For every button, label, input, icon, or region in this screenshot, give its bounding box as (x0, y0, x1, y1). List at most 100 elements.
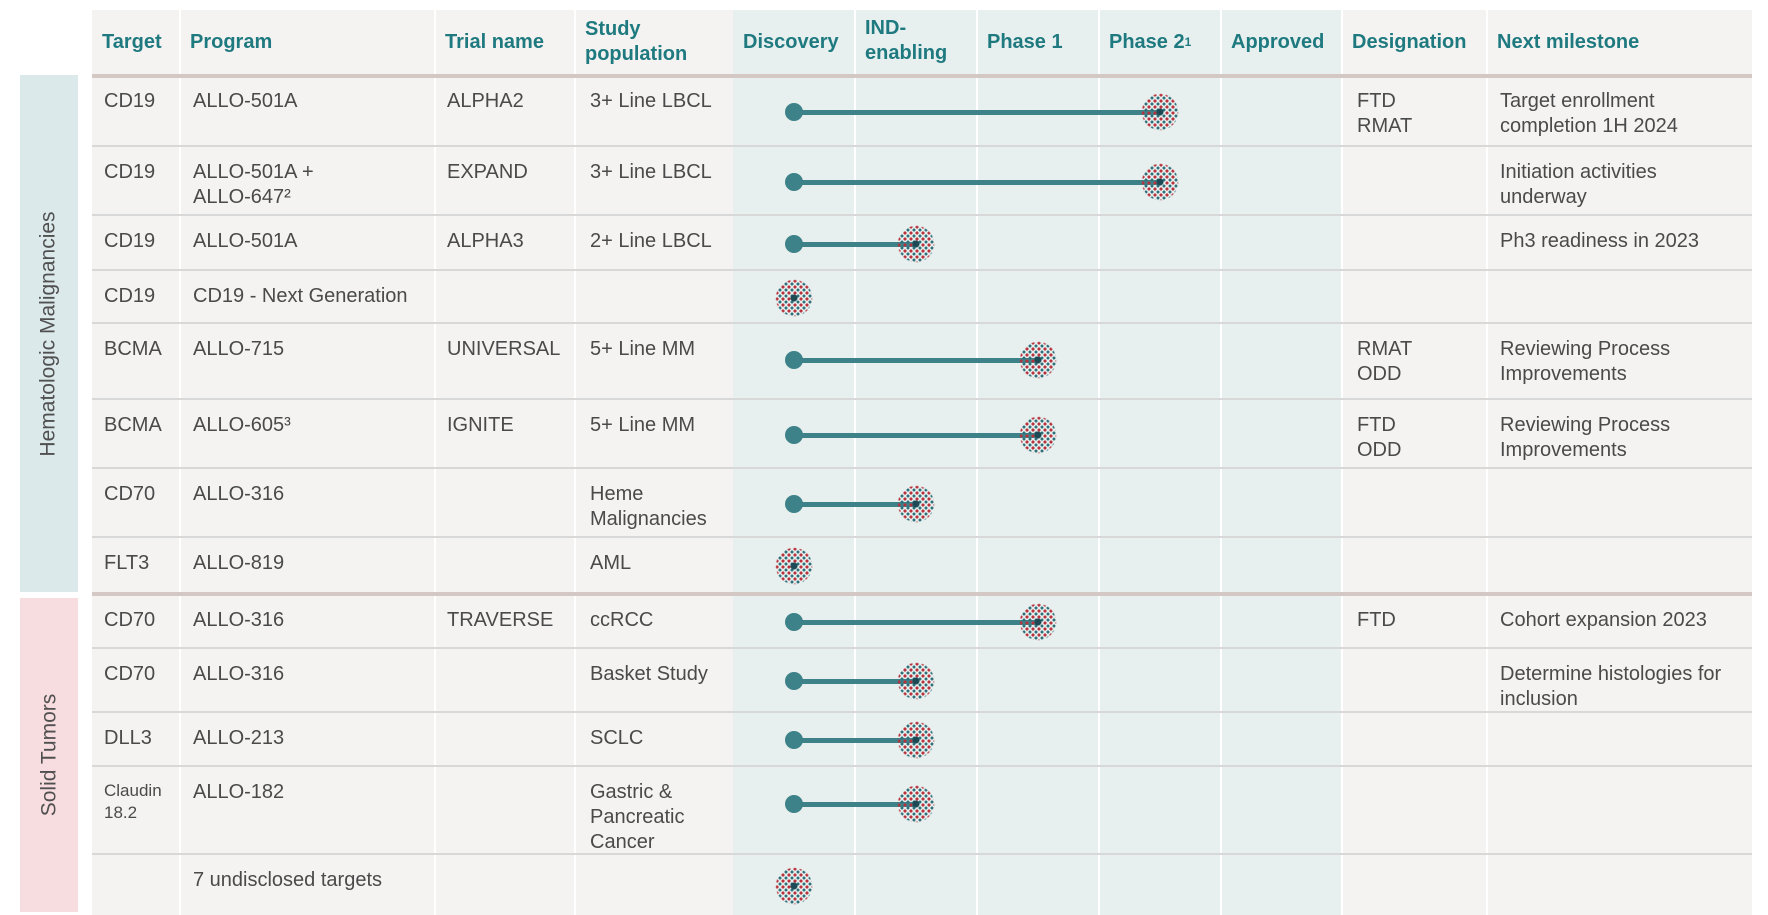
row-target: CD19 (104, 161, 156, 183)
header-approved-label: Approved (1231, 30, 1325, 53)
row-milestone: Determine histologies for inclusion (1500, 663, 1722, 710)
row-trial-name: ALPHA2 (447, 90, 524, 112)
progress-bar (794, 679, 916, 684)
column-bg-population (575, 10, 733, 915)
row-population: Heme Malignancies (590, 483, 707, 530)
starburst-dot-icon (1018, 340, 1058, 380)
row-milestone: Ph3 readiness in 2023 (1500, 230, 1700, 252)
row-divider (92, 765, 1752, 767)
row-program: ALLO-501A (193, 230, 298, 252)
column-divider (1098, 10, 1100, 915)
row-population: AML (590, 552, 632, 574)
header-study-population: Study population (575, 10, 733, 74)
row-milestone: Reviewing Process Improvements (1500, 414, 1671, 461)
progress-start-dot (785, 172, 803, 191)
row-divider (92, 214, 1752, 216)
row-trial-name: TRAVERSE (447, 609, 554, 631)
row-population: SCLC (590, 727, 644, 749)
section-label-solid: Solid Tumors (20, 598, 78, 912)
progress-start-dot (785, 731, 803, 749)
row-population: Gastric & Pancreatic Cancer (590, 781, 685, 853)
starburst-dot-icon (1018, 414, 1058, 455)
progress-bar (794, 501, 916, 507)
starburst-dot-icon (1140, 161, 1180, 202)
row-target: CD70 (104, 483, 156, 505)
progress-start-dot (785, 494, 803, 513)
column-divider (1341, 10, 1343, 915)
header-approved: Approved (1221, 10, 1342, 74)
row-designation: FTD RMAT (1357, 90, 1413, 137)
row-program: ALLO-605³ (193, 414, 291, 436)
row-divider (92, 145, 1752, 147)
header-ind-enabling: IND- enabling (855, 10, 977, 74)
row-program: ALLO-316 (193, 483, 285, 505)
row-program: ALLO-715 (193, 338, 285, 360)
row-target: CD70 (104, 609, 156, 631)
row-target: Claudin 18.2 (104, 781, 162, 822)
column-divider (574, 10, 576, 915)
row-divider (92, 322, 1752, 324)
header-phase2-label: Phase 2 (1109, 30, 1185, 53)
row-milestone: Target enrollment completion 1H 2024 (1500, 90, 1678, 137)
row-target: FLT3 (104, 552, 150, 574)
column-divider (976, 10, 978, 915)
row-population: 5+ Line MM (590, 414, 696, 436)
section-label-heme: Hematologic Malignancies (20, 75, 78, 592)
column-divider (179, 10, 181, 915)
row-trial-name: UNIVERSAL (447, 338, 561, 360)
row-divider (92, 536, 1752, 538)
header-ind-enabling-label: IND- enabling (865, 17, 948, 64)
column-bg-trial (435, 10, 575, 915)
header-trial-name: Trial name (435, 10, 575, 74)
row-milestone: Reviewing Process Improvements (1500, 338, 1671, 385)
header-target: Target (92, 10, 180, 74)
row-target: CD19 (104, 285, 156, 307)
row-milestone: Initiation activities underway (1500, 161, 1657, 208)
column-bg-designation (1342, 10, 1487, 915)
column-divider (1486, 10, 1488, 915)
progress-bar (794, 738, 916, 743)
header-divider (92, 74, 1752, 78)
progress-bar (794, 432, 1038, 438)
row-population: 3+ Line LBCL (590, 161, 712, 183)
row-target: CD70 (104, 663, 156, 685)
row-population: ccRCC (590, 609, 654, 631)
row-program: ALLO-819 (193, 552, 285, 574)
row-population: Basket Study (590, 663, 708, 685)
row-target: BCMA (104, 414, 162, 436)
progress-bar (794, 358, 1038, 363)
row-trial-name: ALPHA3 (447, 230, 524, 252)
row-program: CD19 - Next Generation (193, 285, 408, 307)
row-designation: RMAT ODD (1357, 338, 1413, 385)
progress-start-dot (785, 613, 803, 631)
column-divider (854, 10, 856, 915)
starburst-dot-icon (1018, 602, 1058, 642)
column-bg-program (180, 10, 435, 915)
header-program: Program (180, 10, 435, 74)
starburst-dot-icon (1140, 91, 1180, 132)
header-discovery: Discovery (733, 10, 855, 74)
starburst-dot-icon (774, 545, 814, 586)
progress-start-dot (785, 425, 803, 444)
header-target-label: Target (102, 30, 162, 53)
header-study-population-label: Study population (585, 18, 688, 65)
header-designation: Designation (1342, 10, 1487, 74)
column-bg-target (92, 10, 180, 915)
row-program: 7 undisclosed targets (193, 869, 383, 891)
row-divider (92, 853, 1752, 855)
progress-start-dot (785, 234, 803, 253)
progress-bar (794, 802, 916, 807)
header-trial-name-label: Trial name (445, 30, 544, 53)
row-divider (92, 467, 1752, 469)
row-population: 2+ Line LBCL (590, 230, 712, 252)
row-milestone: Cohort expansion 2023 (1500, 609, 1707, 631)
row-target: CD19 (104, 90, 156, 112)
column-bg-milestone (1487, 10, 1752, 915)
starburst-dot-icon (896, 720, 936, 760)
header-program-label: Program (190, 30, 273, 53)
section-heme-text: Hematologic Malignancies (37, 210, 60, 457)
row-trial-name: EXPAND (447, 161, 528, 183)
starburst-dot-icon (896, 784, 936, 824)
